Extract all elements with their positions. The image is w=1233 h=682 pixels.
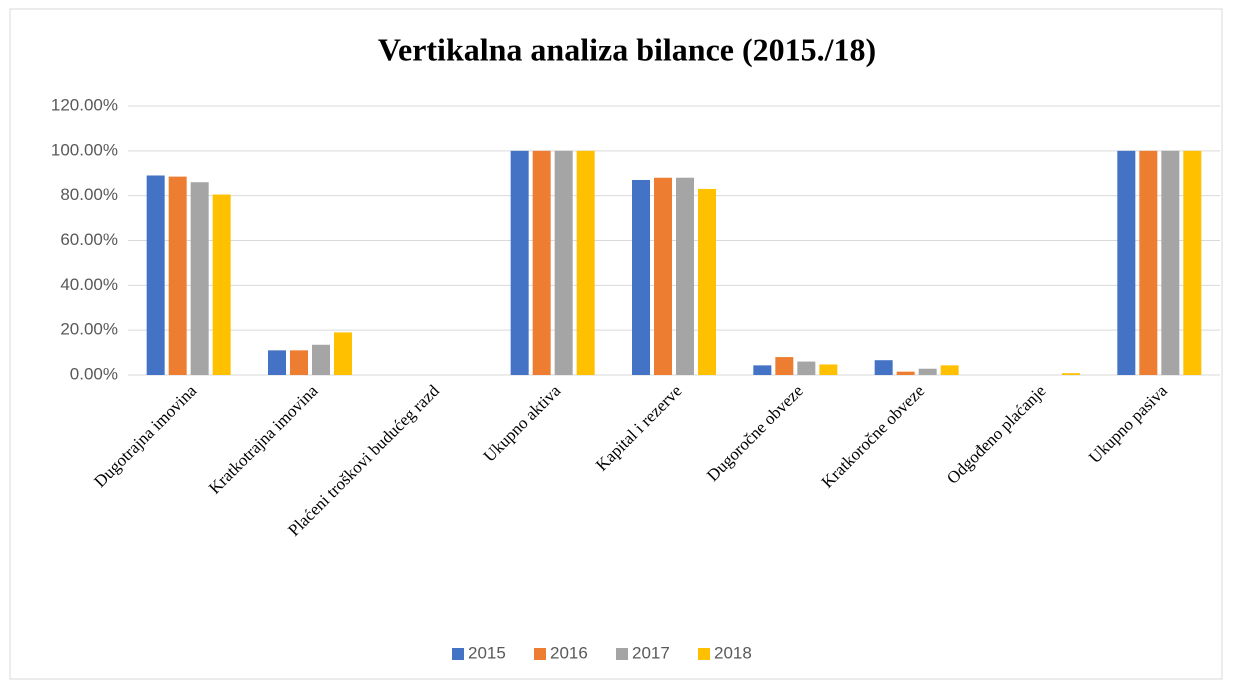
bar	[896, 371, 915, 375]
bar	[334, 332, 352, 375]
y-tick-label: 60.00%	[60, 230, 118, 249]
bar	[290, 350, 308, 375]
bar	[797, 361, 816, 375]
bar	[1161, 150, 1180, 375]
bar	[698, 188, 716, 375]
bar	[753, 365, 772, 375]
legend-swatch	[452, 648, 464, 660]
bar	[146, 175, 165, 375]
y-tick-label: 40.00%	[60, 275, 118, 294]
legend-swatch	[616, 648, 628, 660]
bar	[312, 344, 330, 375]
bar	[775, 357, 794, 375]
bar	[874, 360, 893, 375]
bar	[1139, 150, 1158, 375]
y-tick-label: 80.00%	[60, 185, 118, 204]
legend-label: 2016	[550, 643, 588, 662]
y-tick-label: 120.00%	[51, 95, 118, 114]
bar	[654, 177, 672, 375]
bar	[554, 150, 573, 375]
bar	[190, 182, 209, 375]
legend-swatch	[534, 648, 546, 660]
bar	[168, 176, 187, 375]
bar	[632, 179, 650, 375]
bar	[1117, 150, 1136, 375]
bar	[819, 364, 838, 375]
y-tick-label: 0.00%	[70, 364, 118, 383]
legend-label: 2017	[632, 643, 670, 662]
y-tick-label: 100.00%	[51, 140, 118, 159]
legend-label: 2018	[714, 643, 752, 662]
bar	[576, 150, 595, 375]
legend-swatch	[698, 648, 710, 660]
bar	[268, 350, 286, 375]
y-tick-label: 20.00%	[60, 320, 118, 339]
bar	[676, 177, 694, 375]
bar	[510, 150, 529, 375]
bar	[940, 365, 959, 375]
chart-border	[9, 8, 1223, 680]
bar	[1183, 150, 1202, 375]
bar	[1062, 373, 1080, 375]
chart-title: Vertikalna analiza bilance (2015./18)	[378, 31, 876, 67]
bar	[918, 368, 937, 375]
bar	[532, 150, 551, 375]
bar	[212, 194, 231, 375]
legend-label: 2015	[468, 643, 506, 662]
